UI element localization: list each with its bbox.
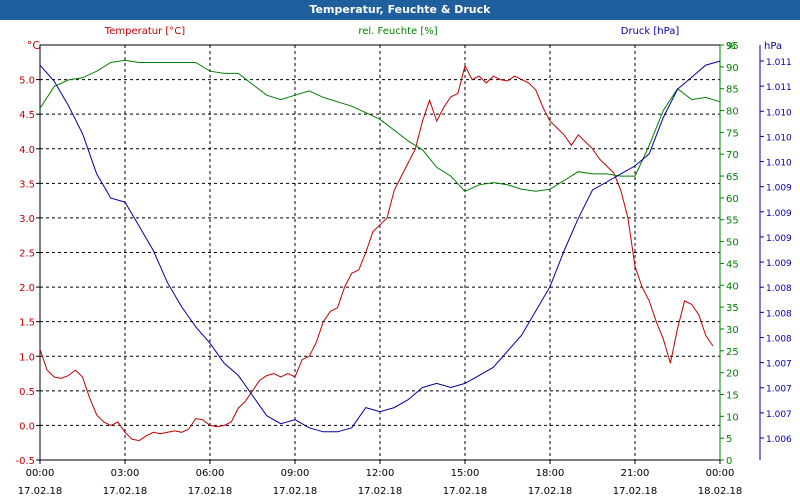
temperature-tick-label: -0.5 (15, 456, 35, 467)
temperature-tick-label: 3.0 (19, 214, 35, 225)
pressure-tick-label: 1.009 (766, 209, 792, 219)
pressure-tick-label: 1.009 (766, 184, 792, 194)
date-tick-label: 18.02.18 (698, 486, 743, 497)
humidity-tick-label: 30 (726, 325, 739, 336)
humidity-tick-label: 15 (726, 390, 739, 401)
pressure-tick-label: 1.007 (766, 410, 792, 420)
date-tick-label: 17.02.18 (613, 486, 658, 497)
temperature-tick-label: 2.5 (19, 249, 35, 260)
temperature-tick-label: 0.5 (19, 387, 35, 398)
time-tick-label: 12:00 (366, 468, 395, 479)
pressure-tick-label: 1.010 (766, 108, 792, 118)
humidity-tick-label: 65 (726, 172, 739, 183)
humidity-unit-label: % (726, 41, 736, 52)
temperature-series-label: Temperatur [°C] (104, 26, 185, 37)
humidity-tick-label: 0 (726, 456, 732, 467)
pressure-tick-label: 1.008 (766, 284, 792, 294)
humidity-tick-label: 5 (726, 434, 732, 445)
series-line-humidity (39, 59, 721, 192)
date-tick-label: 17.02.18 (443, 486, 488, 497)
pressure-tick-label: 1.009 (766, 234, 792, 244)
grid (40, 45, 720, 460)
time-tick-label: 03:00 (111, 468, 140, 479)
pressure-tick-label: 1.006 (766, 435, 792, 445)
pressure-tick-label: 1.009 (766, 259, 792, 269)
temperature-tick-label: 5.0 (19, 76, 35, 87)
humidity-tick-label: 10 (726, 412, 739, 423)
humidity-tick-label: 25 (726, 347, 739, 358)
pressure-series-label: Druck [hPa] (621, 26, 680, 37)
pressure-tick-label: 1.010 (766, 159, 792, 169)
humidity-tick-label: 85 (726, 85, 739, 96)
date-tick-label: 17.02.18 (528, 486, 573, 497)
time-tick-label: 06:00 (196, 468, 225, 479)
humidity-tick-label: 60 (726, 194, 739, 205)
date-tick-label: 17.02.18 (18, 486, 63, 497)
time-tick-label: 00:00 (26, 468, 55, 479)
pressure-tick-label: 1.007 (766, 385, 792, 395)
time-tick-label: 21:00 (621, 468, 650, 479)
date-tick-label: 17.02.18 (103, 486, 148, 497)
humidity-tick-label: 95 (726, 41, 739, 52)
temperature-tick-label: 4.5 (19, 110, 35, 121)
chart-area: °C -0.5 0.0 0.5 1.0 1.5 2.0 2.5 3.0 3.5 4.0 4.5 5.0… (0, 20, 800, 500)
pressure-axis: hPa 1.006 1.007 1.007 1.007 1.008 1.008 1.008 1… (760, 41, 792, 445)
temperature-unit-label: °C (27, 39, 41, 52)
date-tick-label: 17.02.18 (273, 486, 318, 497)
pressure-tick-label: 1.011 (766, 58, 792, 68)
temperature-axis: °C -0.5 0.0 0.5 1.0 1.5 2.0 2.5 3.0 3.5 4.0 4.5 5.0 (15, 39, 40, 467)
series-line-pressure (39, 60, 721, 433)
date-tick-label: 17.02.18 (188, 486, 233, 497)
humidity-tick-label: 45 (726, 259, 739, 270)
pressure-tick-label: 1.010 (766, 133, 792, 143)
humidity-tick-label: 20 (726, 369, 739, 380)
series-group (39, 59, 721, 442)
date-tick-label: 17.02.18 (358, 486, 403, 497)
humidity-series-label: rel. Feuchte [%] (358, 26, 437, 37)
pressure-tick-label: 1.008 (766, 334, 792, 344)
chart-background (0, 20, 800, 500)
time-tick-label: 00:00 (706, 468, 735, 479)
humidity-axis: 0 5 10 15 20 25 30 35 40 45 50 55 60 65 70 75 80 85 90 95% (720, 41, 739, 467)
humidity-tick-label: 40 (726, 281, 739, 292)
pressure-tick-label: 1.007 (766, 360, 792, 370)
humidity-tick-label: 50 (726, 238, 739, 249)
humidity-tick-label: 55 (726, 216, 739, 227)
time-tick-label: 15:00 (451, 468, 480, 479)
temperature-tick-label: 1.5 (19, 318, 35, 329)
time-tick-label: 09:00 (281, 468, 310, 479)
pressure-tick-label: 1.008 (766, 309, 792, 319)
pressure-tick-label: 1.011 (766, 83, 792, 93)
temperature-tick-label: 3.5 (19, 179, 35, 190)
humidity-tick-label: 70 (726, 150, 739, 161)
temperature-tick-label: 0.0 (19, 421, 35, 432)
series-line-temperature (39, 64, 714, 442)
temperature-tick-label: 4.0 (19, 145, 35, 156)
humidity-tick-label: 75 (726, 128, 739, 139)
humidity-tick-label: 35 (726, 303, 739, 314)
humidity-tick-label: 80 (726, 107, 739, 118)
temperature-tick-label: 1.0 (19, 352, 35, 363)
pressure-unit-label: hPa (764, 41, 782, 52)
time-axis: 00:00 17.02.18 03:00 17.02.18 06:00 17.02.18 0… (18, 460, 743, 497)
time-tick-label: 18:00 (536, 468, 565, 479)
chart-title: Temperatur, Feuchte & Druck (0, 0, 800, 20)
temperature-tick-label: 2.0 (19, 283, 35, 294)
humidity-tick-label: 90 (726, 63, 739, 74)
